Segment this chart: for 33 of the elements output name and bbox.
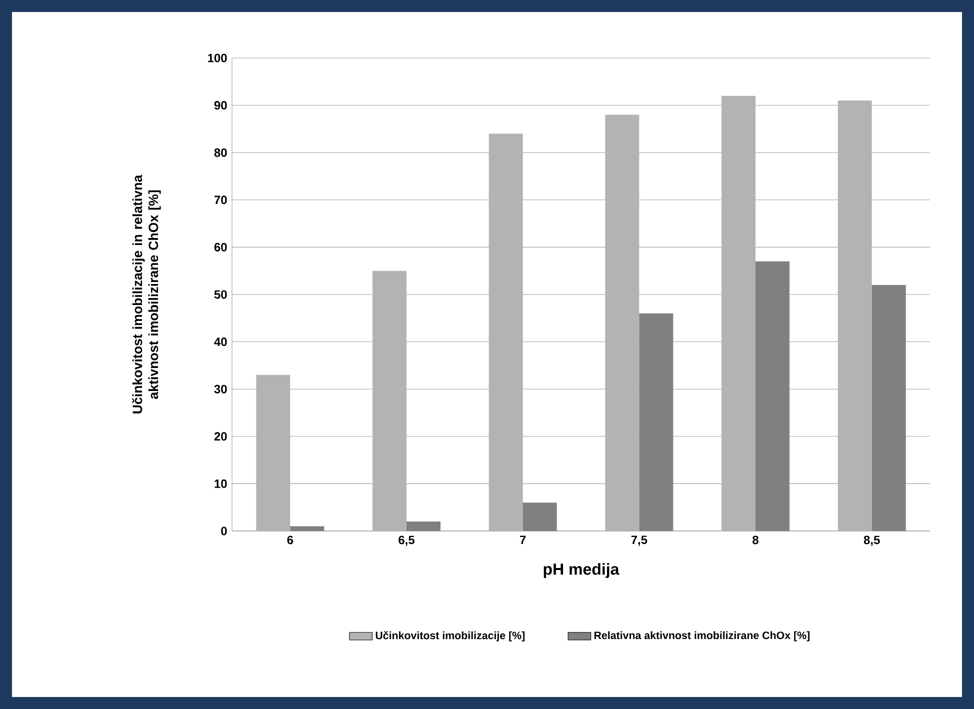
legend-label: Učinkovitost imobilizacije [%] (376, 631, 525, 642)
x-tick-label: 6,5 (398, 536, 415, 546)
bar (290, 526, 324, 531)
bar (372, 270, 407, 531)
bar (838, 100, 872, 531)
x-tick-label: 8,5 (864, 536, 880, 546)
y-tick-label: 50 (214, 290, 227, 299)
y-tick-label: 70 (214, 196, 227, 204)
y-tick-label: 60 (214, 242, 227, 252)
x-axis-title: pH medija (544, 563, 620, 578)
bar (256, 374, 290, 531)
y-tick-label: 10 (214, 479, 227, 488)
legend-label: Relativna aktivnost imobilizirane ChOx [%] (594, 631, 810, 642)
bar (872, 285, 906, 531)
y-axis-title: Učinkovitost imobilizacije in relativna aktivnost imobilizirane ChOx [%] (132, 174, 161, 414)
y-tick-label: 0 (221, 526, 227, 536)
y-tick-label: 20 (214, 432, 227, 441)
x-tick-label: 8 (752, 536, 758, 544)
y-tick-label: 40 (214, 338, 227, 346)
y-tick-label: 80 (214, 148, 227, 157)
bar (488, 134, 523, 531)
y-tick-label: 30 (214, 384, 227, 394)
y-tick-label: 90 (214, 101, 227, 110)
x-tick-label: 7,5 (631, 536, 648, 546)
bar (756, 261, 790, 531)
x-tick-label: 7 (520, 536, 526, 544)
bar (522, 502, 557, 531)
x-tick-label: 6 (287, 536, 294, 544)
y-tick-label: 100 (208, 54, 227, 62)
bar (406, 522, 441, 531)
bar (722, 96, 756, 531)
bar (605, 114, 640, 531)
bar (639, 313, 674, 531)
